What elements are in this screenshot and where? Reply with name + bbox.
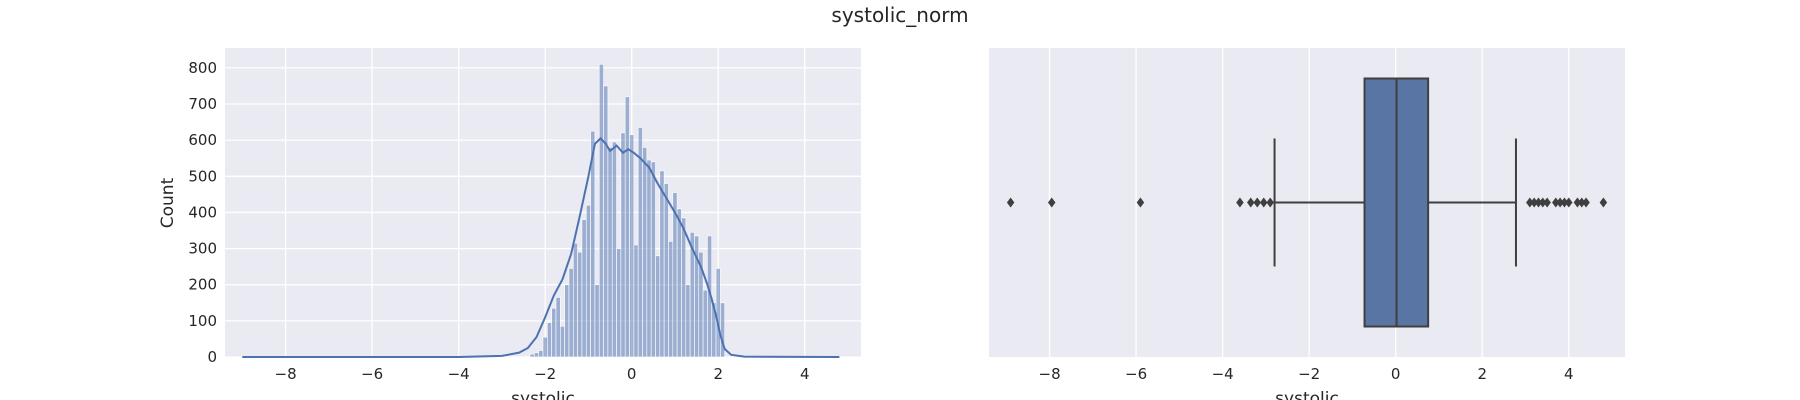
histogram-bar [572, 242, 578, 358]
outlier-marker [1253, 197, 1261, 208]
outlier-marker [1236, 197, 1244, 208]
histogram-bar [616, 248, 622, 358]
histogram-bar [598, 63, 604, 358]
histogram-panel: −8 −6 −4 −2 0 2 4 0 100 200 300 400 500 600 700 800 sy… [158, 48, 861, 400]
histogram-bar [551, 307, 557, 358]
histogram-bar [585, 204, 591, 358]
outlier-marker [1266, 197, 1274, 208]
outlier-marker [1006, 197, 1015, 208]
histogram-bar [650, 161, 656, 358]
histogram-bar [676, 208, 682, 358]
kde-curve [242, 136, 840, 358]
histogram-bar [702, 289, 708, 358]
x-tick-label: 4 [1564, 365, 1574, 383]
boxplot-body [1273, 77, 1517, 328]
histogram-bar [646, 159, 652, 358]
outlier-marker [1539, 197, 1547, 208]
boxplot-x-axis-label: systolic [1275, 389, 1339, 400]
outlier-marker [1247, 197, 1255, 208]
outlier-marker [1552, 197, 1560, 208]
histogram-bar [681, 217, 687, 358]
x-tick-label: −2 [534, 365, 556, 383]
histogram-bar [659, 170, 665, 358]
x-tick-label: 0 [627, 365, 637, 383]
outlier-marker [1526, 197, 1534, 208]
histogram-axes-background [225, 48, 861, 357]
y-tick-label: 300 [188, 240, 217, 258]
y-tick-label: 400 [188, 203, 217, 221]
x-tick-label: −8 [1039, 365, 1061, 383]
histogram-bar [620, 132, 626, 358]
x-tick-label: −8 [275, 365, 297, 383]
histogram-bars [529, 63, 726, 358]
figure-title: systolic_norm [831, 3, 968, 27]
histogram-bar [581, 219, 587, 358]
histogram-bar [607, 147, 613, 358]
histogram-bar [715, 268, 721, 358]
x-tick-label: 0 [1391, 365, 1401, 383]
y-tick-label: 100 [188, 312, 217, 330]
histogram-bar [568, 268, 574, 358]
histogram-bar [642, 147, 648, 358]
histogram-bar [720, 302, 726, 358]
histogram-y-tick-labels: 0 100 200 300 400 500 600 700 800 [188, 59, 217, 366]
histogram-bar [611, 141, 617, 358]
histogram-bar [555, 297, 561, 358]
outlier-marker [1599, 197, 1608, 208]
histogram-x-axis-label: systolic [511, 389, 575, 400]
x-tick-label: −6 [1125, 365, 1147, 383]
y-tick-label: 500 [188, 167, 217, 185]
histogram-bar [577, 251, 583, 358]
outlier-marker [1047, 197, 1056, 208]
histogram-bar [542, 336, 548, 358]
histogram-bar [560, 325, 565, 358]
histogram-bar [590, 130, 596, 358]
x-tick-label: −2 [1298, 365, 1320, 383]
histogram-bar [564, 284, 570, 358]
histogram-bar [603, 85, 609, 358]
histogram-bar [633, 244, 639, 358]
x-tick-label: 4 [800, 365, 810, 383]
histogram-y-axis-label: Count [158, 177, 178, 228]
boxplot-panel: −8 −6 −4 −2 0 2 4 systolic [989, 48, 1625, 400]
outlier-marker [1530, 197, 1538, 208]
y-tick-label: 600 [188, 131, 217, 149]
y-tick-label: 800 [188, 59, 217, 77]
x-tick-label: −4 [1212, 365, 1234, 383]
y-tick-label: 200 [188, 276, 217, 294]
histogram-bar [538, 350, 544, 358]
histogram-bar [624, 96, 630, 358]
outlier-marker [1560, 197, 1569, 208]
x-tick-label: −4 [448, 365, 470, 383]
histogram-bar [637, 127, 643, 358]
x-tick-label: 2 [713, 365, 723, 383]
histogram-bar [655, 255, 661, 358]
histogram-bar [629, 134, 635, 358]
outlier-marker [1534, 197, 1543, 208]
outlier-marker [1259, 197, 1268, 208]
histogram-bar [534, 352, 539, 358]
outlier-marker [1543, 197, 1551, 208]
histogram-bar [663, 183, 669, 358]
outlier-marker [1556, 197, 1564, 208]
outlier-marker [1136, 197, 1145, 208]
boxplot-outliers [1006, 197, 1608, 208]
histogram-bar [685, 284, 691, 358]
histogram-x-tick-labels: −8 −6 −4 −2 0 2 4 [275, 365, 810, 383]
x-tick-label: 2 [1477, 365, 1487, 383]
histogram-bar [529, 353, 535, 358]
y-tick-label: 700 [188, 95, 217, 113]
boxplot-x-tick-labels: −8 −6 −4 −2 0 2 4 [1039, 365, 1574, 383]
outlier-marker [1577, 197, 1586, 208]
outlier-marker [1565, 197, 1573, 208]
y-tick-label: 0 [207, 348, 217, 366]
histogram-bar [668, 241, 674, 358]
histogram-bar [594, 284, 600, 358]
outlier-marker [1582, 197, 1590, 208]
outlier-marker [1573, 197, 1582, 208]
histogram-bar [547, 322, 552, 358]
histogram-gridlines [225, 48, 861, 358]
x-tick-label: −6 [361, 365, 383, 383]
